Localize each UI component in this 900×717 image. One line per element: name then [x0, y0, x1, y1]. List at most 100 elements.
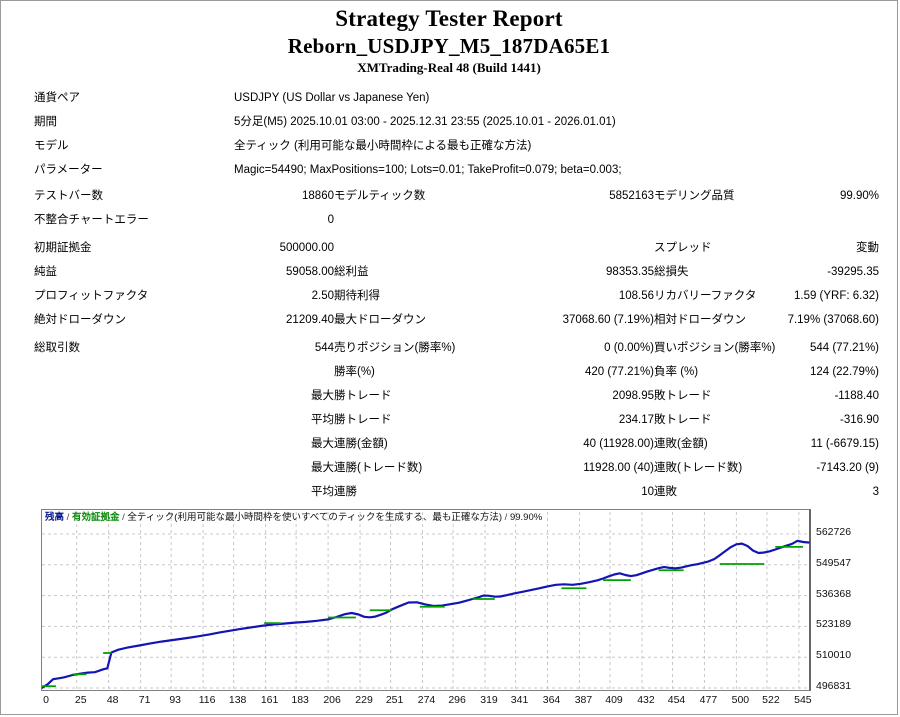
legend-balance: 残高 — [45, 512, 65, 523]
deposit-value: 500000.00 — [279, 242, 334, 254]
long-positions-label: 買いポジション(勝率%) — [654, 342, 776, 354]
x-tick-label: 0 — [43, 694, 49, 706]
x-tick-label: 409 — [605, 694, 623, 706]
x-tick-label: 341 — [510, 694, 529, 706]
relative-dd-label: 相対ドローダウン — [654, 314, 746, 326]
x-tick-label: 454 — [667, 694, 686, 706]
avg-consec-win-label: 連勝 — [334, 486, 357, 498]
spread-value: 変動 — [856, 242, 879, 254]
x-tick-label: 522 — [762, 694, 780, 706]
broker-build: XMTrading-Real 48 (Build 1441) — [357, 60, 541, 75]
x-tick-label: 251 — [385, 694, 404, 706]
y-tick-label: 549547 — [816, 556, 852, 569]
x-tick-label: 116 — [198, 694, 216, 706]
table-row: 最大 連勝(トレード数) 11928.00 (40) 連敗(トレード数) -71… — [34, 462, 879, 474]
mismatch-value: 0 — [327, 214, 334, 226]
max-dd-value: 37068.60 (7.19%) — [562, 314, 654, 326]
consec-win-count-label: 連勝(トレード数) — [334, 462, 423, 474]
table-row: 最大 勝トレード 2098.95 敗トレード -1188.40 — [34, 390, 879, 402]
netprofit-value: 59058.00 — [286, 266, 334, 278]
table-row: 不整合チャートエラー 0 — [34, 214, 879, 226]
table-row: 勝率(%) 420 (77.21%) 負率 (%) 124 (22.79%) — [34, 366, 879, 378]
y-tick-label: 562726 — [816, 525, 852, 538]
x-tick-label: 161 — [260, 694, 279, 706]
trades-table: 総取引数 544 売りポジション(勝率%) 0 (0.00%) 買いポジション(… — [34, 342, 879, 498]
equity-chart: 残高 / 有効証拠金 / 全ティック(利用可能な最小時間枠を使いすべてのティック… — [41, 509, 859, 709]
consec-loss-amount-value: 11 (-6679.15) — [810, 438, 879, 450]
table-row: テストバー数 18860 モデルティック数 5852163 モデリング品質 99… — [34, 190, 879, 202]
short-positions-label: 売りポジション(勝率%) — [334, 342, 456, 354]
info-table: 通貨ペア USDJPY (US Dollar vs Japanese Yen) … — [34, 92, 879, 176]
profit-factor-label: プロフィットファクタ — [34, 290, 149, 302]
recovery-factor-label: リカバリーファクタ — [654, 290, 757, 302]
legend-model: 全ティック(利用可能な最小時間枠を使いすべてのティックを生成する、最も正確な方法… — [127, 512, 503, 523]
recovery-factor-value: 1.59 (YRF: 6.32) — [793, 290, 879, 302]
short-positions-value: 0 (0.00%) — [604, 342, 654, 354]
ticks-label: モデルティック数 — [334, 190, 426, 202]
bars-value: 18860 — [302, 190, 334, 202]
avg-loss-trade-label: 敗トレード — [654, 414, 712, 426]
model-label: モデル — [34, 140, 69, 152]
table-row: パラメーター Magic=54490; MaxPositions=100; Lo… — [34, 164, 879, 176]
total-trades-value: 544 — [314, 342, 334, 354]
avg-consec-loss-value: 3 — [872, 486, 879, 498]
absolute-dd-value: 21209.40 — [286, 314, 334, 326]
model-value: 全ティック (利用可能な最小時間枠による最も正確な方法) — [234, 140, 532, 152]
avg-qualifier-1: 平均 — [311, 414, 334, 426]
table-row: プロフィットファクタ 2.50 期待利得 108.56 リカバリーファクタ 1.… — [34, 290, 879, 302]
y-tick-label: 510010 — [816, 649, 852, 662]
lossrate-value: 124 (22.79%) — [809, 366, 879, 378]
x-tick-label: 364 — [542, 694, 561, 706]
consec-win-amount-value: 40 (11928.00) — [583, 438, 654, 450]
x-tick-label: 477 — [699, 694, 718, 706]
page-title: Strategy Tester Report — [335, 6, 563, 31]
mismatch-label: 不整合チャートエラー — [34, 214, 149, 226]
bars-label: テストバー数 — [34, 190, 103, 202]
avg-consec-loss-label: 連敗 — [654, 486, 677, 498]
table-row: 初期証拠金 500000.00 スプレッド 変動 — [34, 242, 879, 254]
long-positions-value: 544 (77.21%) — [809, 342, 879, 354]
x-tick-label: 48 — [106, 694, 119, 706]
legend-separator-1: / — [66, 512, 70, 523]
x-tick-label: 274 — [417, 694, 436, 706]
table-row: 平均 連勝 10 連敗 3 — [34, 486, 879, 498]
avg-qualifier-2: 平均 — [311, 486, 334, 498]
equity-curve-svg — [42, 512, 810, 690]
symbol-value: USDJPY (US Dollar vs Japanese Yen) — [234, 92, 430, 104]
max-dd-label: 最大ドローダウン — [334, 314, 426, 326]
deposit-label: 初期証拠金 — [34, 242, 92, 254]
table-row: 絶対ドローダウン 21209.40 最大ドローダウン 37068.60 (7.1… — [34, 314, 879, 326]
x-tick-label: 229 — [355, 694, 373, 706]
report-subtitle: Reborn_USDJPY_M5_187DA65E1 — [287, 34, 611, 58]
table-row: 総取引数 544 売りポジション(勝率%) 0 (0.00%) 買いポジション(… — [34, 342, 879, 354]
grossloss-value: -39295.35 — [827, 266, 879, 278]
x-tick-label: 25 — [74, 694, 87, 706]
y-tick-label: 523189 — [816, 618, 852, 631]
report-header: Strategy Tester Report Reborn_USDJPY_M5_… — [1, 1, 897, 77]
legend-separator-3: / — [504, 512, 508, 523]
table-row: 平均 勝トレード 234.17 敗トレード -316.90 — [34, 414, 879, 426]
max-loss-trade-value: -1188.40 — [834, 390, 879, 402]
consec-loss-count-value: -7143.20 (9) — [816, 462, 879, 474]
stats-table: テストバー数 18860 モデルティック数 5852163 モデリング品質 99… — [34, 190, 879, 326]
x-tick-label: 432 — [637, 694, 655, 706]
x-tick-label: 206 — [323, 694, 341, 706]
y-axis-labels: 562726 549547 536368 523189 510010 496831 — [816, 509, 900, 692]
quality-value: 99.90% — [839, 190, 879, 202]
grossprofit-value: 98353.35 — [606, 266, 654, 278]
grossloss-label: 総損失 — [654, 266, 689, 278]
table-row: 純益 59058.00 総利益 98353.35 総損失 -39295.35 — [34, 266, 879, 278]
max-qualifier-3: 最大 — [311, 462, 334, 474]
table-row: 期間 5分足(M5) 2025.10.01 03:00 - 2025.12.31… — [34, 116, 879, 128]
y-tick-label: 496831 — [816, 680, 852, 692]
legend-equity: 有効証拠金 — [71, 512, 120, 523]
period-value: 5分足(M5) 2025.10.01 03:00 - 2025.12.31 23… — [234, 116, 616, 128]
spread-label: スプレッド — [654, 242, 712, 254]
x-tick-label: 500 — [731, 694, 750, 706]
avg-loss-trade-value: -316.90 — [839, 414, 879, 426]
params-label: パラメーター — [34, 164, 103, 176]
grossprofit-label: 総利益 — [334, 266, 369, 278]
x-tick-label: 545 — [794, 694, 812, 706]
max-win-trade-label: 勝トレード — [334, 390, 392, 402]
